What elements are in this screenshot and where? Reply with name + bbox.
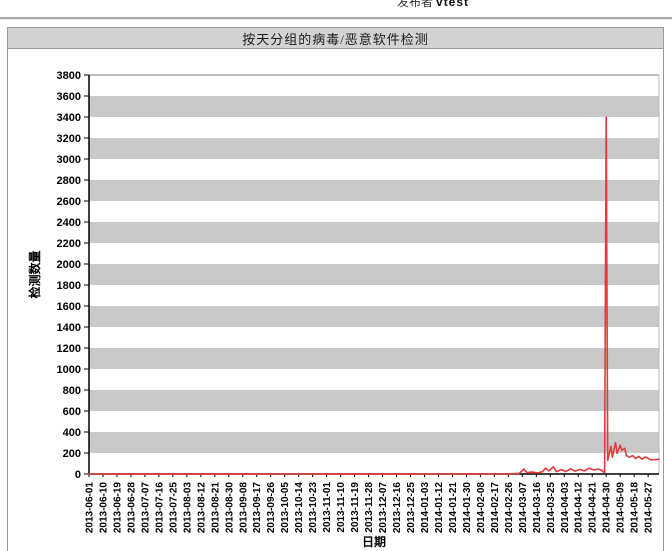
y-tick-label: 2800: [57, 175, 81, 187]
y-tick-label: 1000: [57, 364, 81, 376]
x-tick-label: 2013-08-30: [224, 482, 235, 534]
x-tick-label: 2013-08-21: [210, 482, 221, 534]
y-tick-label: 3000: [57, 154, 81, 166]
x-tick-label: 2013-07-25: [168, 482, 179, 534]
x-tick-label: 2013-11-01: [322, 482, 333, 533]
x-tick-label: 2014-04-21: [588, 482, 599, 534]
x-tick-label: 2014-02-26: [504, 482, 515, 534]
report-publisher-value: vtest: [436, 0, 470, 9]
plot-band: [89, 96, 659, 117]
x-tick-label: 2014-03-07: [518, 482, 529, 534]
x-tick-label: 2014-02-08: [476, 482, 487, 534]
y-tick-label: 2400: [57, 217, 81, 229]
chart-body: 0 200 400 600 800 1000 1200 1400 1600 1800 2000 220…: [8, 49, 663, 551]
x-tick-label: 2013-06-19: [112, 482, 123, 534]
x-tick-label: 2014-05-27: [644, 482, 655, 534]
x-tick-label: 2013-06-01: [85, 482, 96, 534]
y-tick-label: 1200: [57, 343, 81, 355]
x-tick-label: 2013-09-26: [266, 482, 277, 534]
y-tick-label: 1600: [57, 301, 81, 313]
y-tick-label: 2200: [57, 238, 81, 250]
y-tick-label: 0: [75, 469, 81, 481]
x-tick-label: 2014-01-21: [448, 482, 459, 534]
x-tick-label: 2013-11-19: [350, 482, 361, 533]
x-tick-label: 2014-03-16: [532, 482, 543, 534]
plot-band: [89, 138, 659, 159]
x-tick-label: 2013-07-16: [154, 482, 165, 534]
chart-panel: 按天分组的病毒/恶意软件检测 0 200 400 600 800 1000 1200 1400…: [7, 27, 664, 551]
plot-band: [89, 390, 659, 411]
x-tick-label: 2013-10-14: [294, 482, 305, 534]
y-tick-label: 1800: [57, 280, 81, 292]
x-axis-title: 日期: [362, 534, 386, 549]
y-tick-label: 2000: [57, 259, 81, 271]
x-tick-label: 2013-07-07: [140, 482, 151, 534]
x-tick-label: 2013-06-10: [98, 482, 109, 534]
x-tick-label: 2014-05-09: [616, 482, 627, 534]
plot-band: [89, 348, 659, 369]
line-chart: 0 200 400 600 800 1000 1200 1400 1600 1800 2000 220…: [27, 70, 660, 549]
x-tick-label: 2014-01-30: [462, 482, 473, 534]
plot-band: [89, 222, 659, 243]
x-tick-label: 2014-03-25: [546, 482, 557, 534]
x-tick-label: 2013-11-28: [364, 482, 375, 533]
x-tick-label: 2014-04-12: [574, 482, 585, 534]
x-tick-label: 2014-04-03: [560, 482, 571, 534]
header-divider: [0, 17, 672, 20]
y-tick-label: 2600: [57, 196, 81, 208]
x-tick-label: 2013-09-17: [252, 482, 263, 534]
y-tick-label: 200: [63, 448, 81, 460]
plot-band: [89, 306, 659, 327]
detections-line-series: [88, 116, 660, 475]
x-tick-label: 2014-05-18: [630, 482, 641, 534]
y-tick-label: 600: [63, 406, 81, 418]
report-publisher-label: 发布者: [397, 0, 434, 9]
x-tick-label: 2013-11-10: [336, 482, 347, 533]
y-axis-title: 检测数量: [27, 250, 42, 298]
x-tick-label: 2013-12-25: [406, 482, 417, 534]
x-tick-label: 2014-01-03: [420, 482, 431, 534]
y-tick-label: 400: [63, 427, 81, 439]
x-tick-label: 2013-06-28: [126, 482, 137, 534]
y-tick-label: 1400: [57, 322, 81, 334]
report-publisher: 发布者 vtest: [397, 0, 469, 10]
plot-band: [89, 432, 659, 453]
chart-title-bar: 按天分组的病毒/恶意软件检测: [8, 28, 663, 49]
y-tick-label: 3400: [57, 112, 81, 124]
x-tick-label: 2013-12-07: [378, 482, 389, 534]
x-tick-label: 2014-01-12: [434, 482, 445, 534]
y-tick-label: 800: [63, 385, 81, 397]
x-tick-label: 2014-04-30: [602, 482, 613, 534]
chart-title: 按天分组的病毒/恶意软件检测: [242, 31, 429, 47]
x-tick-label: 2014-02-17: [490, 482, 501, 534]
x-tick-label: 2013-12-16: [392, 482, 403, 534]
plot-band: [89, 180, 659, 201]
x-tick-label: 2013-09-08: [238, 482, 249, 534]
x-tick-label: 2013-10-23: [308, 482, 319, 534]
y-tick-label: 3600: [57, 91, 81, 103]
x-tick-label: 2013-10-05: [280, 482, 291, 534]
x-tick-label: 2013-08-12: [196, 482, 207, 534]
plot-band: [89, 264, 659, 285]
y-tick-label: 3800: [57, 70, 81, 82]
y-tick-label: 3200: [57, 133, 81, 145]
x-tick-label: 2013-08-03: [182, 482, 193, 534]
